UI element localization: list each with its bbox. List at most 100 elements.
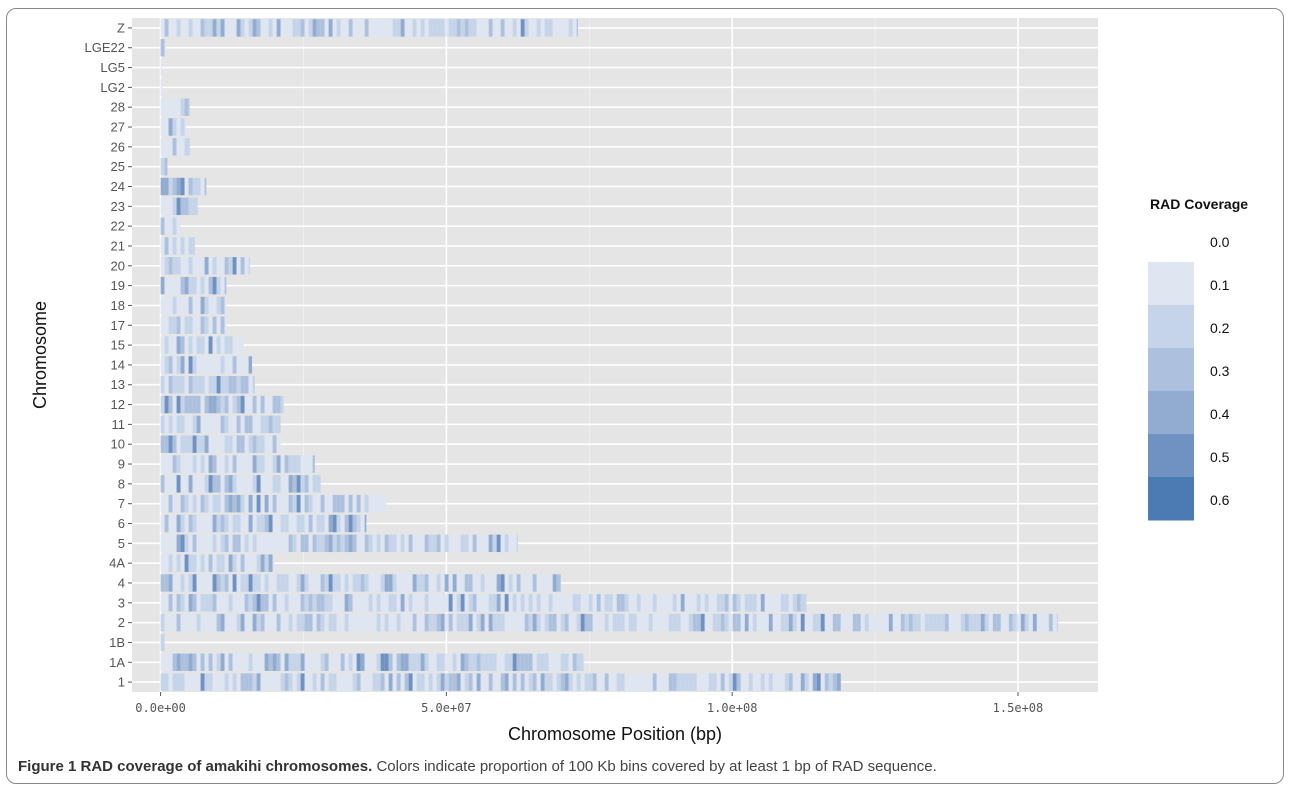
- coverage-tile: [208, 475, 213, 493]
- coverage-tile: [232, 514, 237, 533]
- coverage-tile: [176, 237, 181, 255]
- coverage-tile: [492, 574, 497, 592]
- coverage-tile: [184, 494, 189, 513]
- coverage-tile: [400, 673, 405, 691]
- coverage-tile: [860, 613, 865, 632]
- coverage-tile: [568, 653, 573, 671]
- coverage-tile: [200, 356, 205, 374]
- coverage-tile: [192, 613, 197, 632]
- coverage-tile: [512, 19, 517, 37]
- coverage-tile: [292, 594, 297, 612]
- coverage-tile: [428, 534, 433, 553]
- coverage-tile: [192, 197, 197, 216]
- coverage-tile: [560, 673, 565, 691]
- coverage-tile: [180, 257, 185, 275]
- coverage-row-1A: [160, 653, 584, 671]
- coverage-tile: [504, 673, 509, 691]
- y-tick-label: LG2: [100, 80, 125, 95]
- coverage-tile: [224, 356, 229, 374]
- coverage-tile: [196, 594, 201, 612]
- coverage-row-7: [160, 494, 387, 513]
- coverage-tile: [252, 19, 257, 37]
- coverage-tile: [264, 514, 269, 533]
- coverage-tile: [232, 554, 237, 572]
- coverage-tile: [192, 574, 197, 592]
- coverage-tile: [428, 673, 433, 691]
- coverage-tile: [1048, 613, 1053, 632]
- coverage-tile: [236, 415, 241, 434]
- coverage-tile: [520, 594, 525, 612]
- coverage-tile: [180, 475, 185, 493]
- coverage-tile: [164, 415, 169, 434]
- coverage-tile: [352, 574, 357, 592]
- coverage-tile: [168, 356, 173, 374]
- coverage-tile: [204, 455, 209, 473]
- coverage-tile: [200, 574, 205, 592]
- coverage-tile: [196, 653, 201, 671]
- coverage-tile: [192, 336, 197, 354]
- coverage-tile: [976, 613, 981, 632]
- coverage-tile: [164, 316, 169, 334]
- coverage-tile: [240, 257, 245, 275]
- coverage-tile: [172, 316, 177, 334]
- coverage-tile: [188, 455, 193, 473]
- coverage-tile: [168, 197, 173, 216]
- coverage-tile: [292, 19, 297, 37]
- coverage-tile: [336, 653, 341, 671]
- coverage-tile: [244, 653, 249, 671]
- coverage-tile: [424, 534, 429, 553]
- coverage-tile: [664, 594, 669, 612]
- coverage-tile: [188, 197, 193, 216]
- coverage-tile: [296, 19, 301, 37]
- coverage-tile: [248, 356, 253, 374]
- coverage-row-24: [160, 177, 207, 196]
- coverage-tile: [340, 574, 345, 592]
- coverage-row-6: [160, 514, 367, 533]
- coverage-tile: [372, 673, 377, 691]
- coverage-tile: [344, 19, 349, 37]
- coverage-tile: [304, 19, 309, 37]
- coverage-tile: [228, 257, 233, 275]
- coverage-tile: [184, 376, 189, 394]
- coverage-tile: [744, 673, 749, 691]
- coverage-tile: [216, 356, 221, 374]
- coverage-tile: [204, 653, 209, 671]
- coverage-tile: [240, 594, 245, 612]
- coverage-tile: [324, 594, 329, 612]
- coverage-tile: [392, 19, 397, 37]
- coverage-tile: [600, 594, 605, 612]
- coverage-tile: [416, 594, 421, 612]
- coverage-tile: [164, 138, 169, 156]
- coverage-tile: [176, 574, 181, 592]
- coverage-tile: [180, 594, 185, 612]
- coverage-tile: [168, 534, 173, 553]
- coverage-tile: [176, 594, 181, 612]
- coverage-tile: [228, 455, 233, 473]
- coverage-tile: [444, 673, 449, 691]
- coverage-tile: [180, 98, 185, 116]
- coverage-tile: [220, 673, 225, 691]
- coverage-tile: [396, 613, 401, 632]
- coverage-tile: [160, 197, 165, 216]
- coverage-tile: [244, 554, 249, 572]
- coverage-tile: [256, 594, 261, 612]
- coverage-tile: [340, 613, 345, 632]
- coverage-tile: [236, 534, 241, 553]
- coverage-tile: [356, 673, 361, 691]
- coverage-tile: [240, 415, 245, 434]
- coverage-tile: [204, 514, 209, 533]
- coverage-tile: [288, 514, 293, 533]
- coverage-tile: [452, 613, 457, 632]
- y-tick-label: 27: [111, 120, 125, 135]
- coverage-tile: [560, 594, 565, 612]
- coverage-tile: [204, 534, 209, 553]
- coverage-tile: [380, 534, 385, 553]
- coverage-tile: [236, 376, 241, 394]
- coverage-tile: [260, 653, 265, 671]
- coverage-tile: [1012, 613, 1017, 632]
- coverage-tile: [272, 395, 277, 414]
- coverage-tile: [240, 376, 245, 394]
- coverage-tile: [568, 613, 573, 632]
- coverage-tile: [236, 494, 241, 513]
- coverage-tile: [236, 435, 241, 453]
